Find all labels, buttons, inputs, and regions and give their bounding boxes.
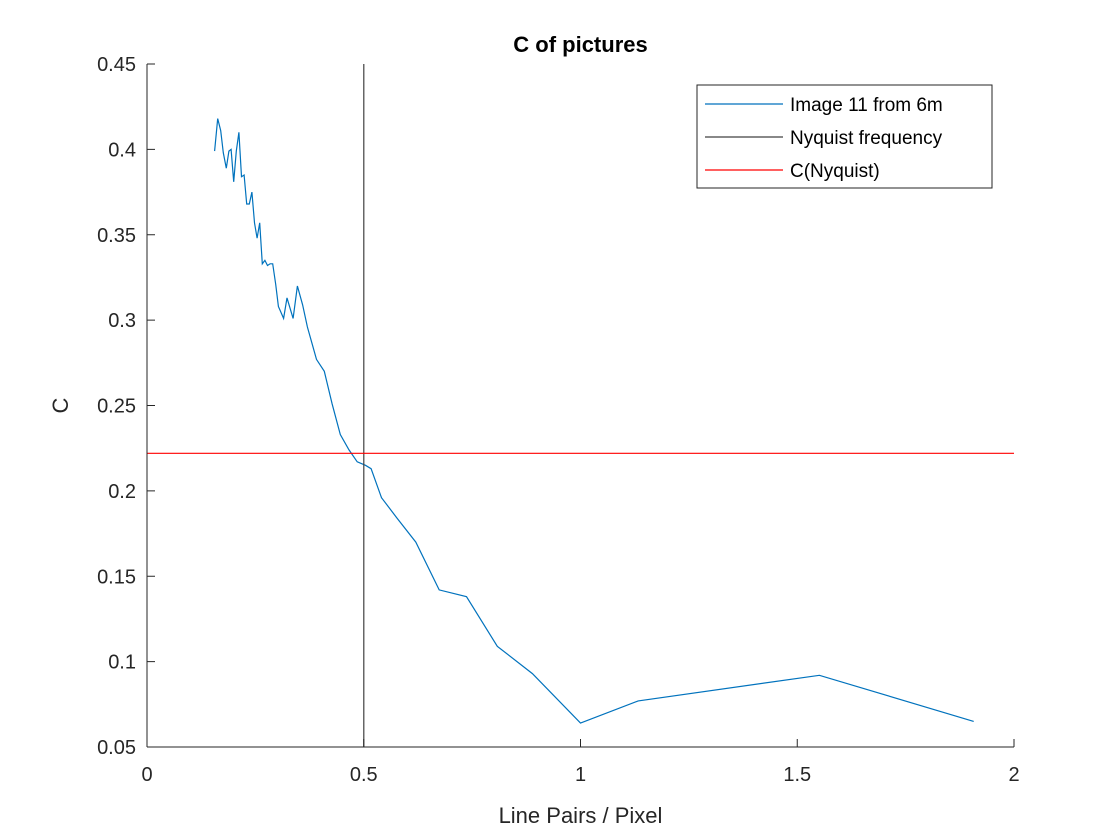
- x-tick-label: 0: [141, 764, 152, 786]
- axes-layer: 0 0.5 1 1.5 2 0.05 0.1 0.15 0.2 0.25 0.3 0.35 0.4 0.4…: [97, 54, 1020, 786]
- y-tick-label: 0.1: [108, 652, 136, 674]
- y-axis-label: C: [48, 397, 73, 413]
- y-tick-label: 0.3: [108, 310, 136, 332]
- y-tick-label: 0.15: [97, 566, 136, 588]
- legend: Image 11 from 6m Nyquist frequency C(Nyqui…: [696, 84, 993, 189]
- x-axis-label: Line Pairs / Pixel: [499, 803, 663, 828]
- y-tick-label: 0.45: [97, 54, 136, 76]
- series-layer: [147, 64, 1014, 747]
- chart-title: C of pictures: [513, 32, 647, 57]
- y-tick-label: 0.2: [108, 481, 136, 503]
- legend-label-2: Nyquist frequency: [790, 128, 943, 149]
- x-tick-label: 2: [1008, 764, 1019, 786]
- y-tick-label: 0.35: [97, 225, 136, 247]
- series-line-1: [214, 118, 974, 724]
- x-tick-label: 1.5: [783, 764, 811, 786]
- x-tick-label: 1: [575, 764, 586, 786]
- x-tick-label: 0.5: [350, 764, 378, 786]
- legend-label-1: Image 11 from 6m: [790, 95, 943, 116]
- y-tick-label: 0.25: [97, 396, 136, 418]
- y-tick-label: 0.05: [97, 737, 136, 759]
- y-tick-label: 0.4: [108, 139, 136, 161]
- legend-label-3: C(Nyquist): [790, 161, 880, 182]
